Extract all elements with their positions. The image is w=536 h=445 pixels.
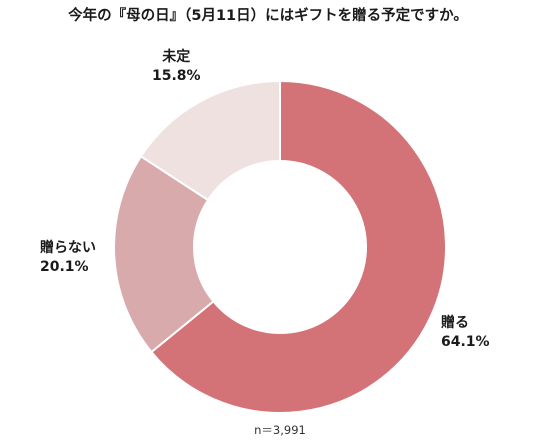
sample-size-note: n＝3,991 [254,423,306,437]
slice-label-give-name: 贈る [441,315,469,331]
donut-slice-not-give [113,154,215,354]
slice-label-undecided: 未定 15.8% [152,48,201,86]
slice-label-not-give-value: 20.1% [40,259,89,275]
donut-slice-undecided [139,79,281,202]
slice-label-give: 贈る 64.1% [441,314,490,352]
donut-slices [113,79,447,414]
donut-slice-give [150,79,447,414]
slice-label-not-give-name: 贈らない [40,240,96,256]
chart-title: 今年の『母の日』（5月11日）にはギフトを贈る予定ですか。 [68,8,468,24]
slice-label-undecided-value: 15.8% [152,68,201,84]
slice-label-give-value: 64.1% [441,334,490,350]
slice-label-not-give: 贈らない 20.1% [40,239,96,277]
slice-label-undecided-name: 未定 [162,49,191,65]
